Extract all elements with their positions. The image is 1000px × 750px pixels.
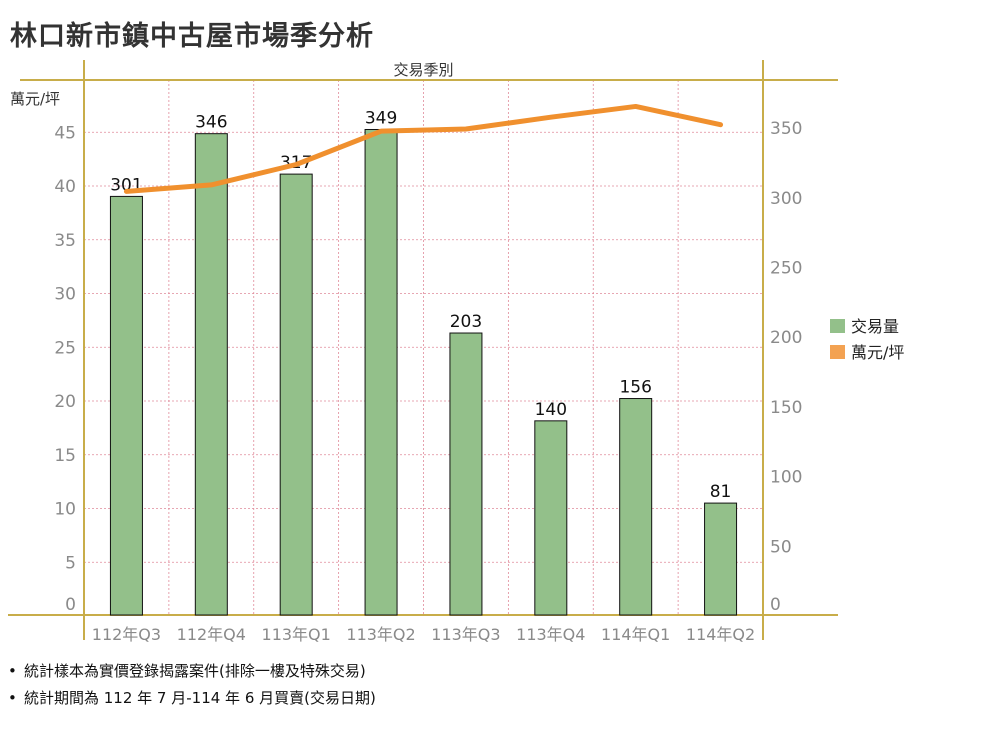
note-text: 統計樣本為實價登錄揭露案件(排除一樓及特殊交易) <box>24 662 366 680</box>
right-tick-label: 150 <box>770 398 802 418</box>
bar-data-label: 346 <box>195 113 227 133</box>
x-axis-title: 交易季別 <box>393 61 453 79</box>
bar-data-label: 203 <box>450 312 482 332</box>
right-tick-label: 50 <box>770 537 792 557</box>
left-tick-label: 15 <box>54 446 76 466</box>
bar <box>619 398 653 616</box>
left-axis-title: 萬元/坪 <box>10 90 60 108</box>
left-tick-label: 0 <box>65 595 76 615</box>
bar-data-label: 349 <box>365 108 397 128</box>
right-tick-label: 100 <box>770 468 802 488</box>
x-tick-label: 113年Q3 <box>431 625 500 644</box>
legend-swatch <box>830 345 845 359</box>
x-tick-label: 114年Q1 <box>601 625 670 644</box>
bar <box>109 195 143 616</box>
x-tick-label: 112年Q3 <box>92 625 161 644</box>
right-tick-label: 0 <box>770 595 781 615</box>
left-tick-label: 20 <box>54 392 76 412</box>
bar <box>449 332 483 616</box>
left-tick-label: 10 <box>54 500 76 520</box>
bar <box>534 420 568 616</box>
bar-data-label: 156 <box>619 378 651 398</box>
x-tick-label: 113年Q4 <box>516 625 585 644</box>
left-tick-label: 35 <box>54 231 76 251</box>
note-item: • 統計期間為 112 年 7 月-114 年 6 月買賣(交易日期) <box>8 689 376 707</box>
bar <box>279 173 313 616</box>
bar-data-label: 140 <box>535 400 567 420</box>
note-item: • 統計樣本為實價登錄揭露案件(排除一樓及特殊交易) <box>8 662 366 680</box>
notes: • 統計樣本為實價登錄揭露案件(排除一樓及特殊交易) • 統計期間為 112 年 7… <box>8 660 376 714</box>
page-title: 林口新市鎮中古屋市場季分析 <box>10 21 374 52</box>
bar-data-label: 81 <box>710 482 732 502</box>
left-tick-label: 25 <box>54 338 76 358</box>
left-tick-label: 30 <box>54 285 76 305</box>
left-tick-label: 5 <box>65 553 76 573</box>
legend-label: 萬元/坪 <box>851 343 904 362</box>
legend-swatch <box>830 319 845 333</box>
left-tick-label: 40 <box>54 177 76 197</box>
right-tick-label: 300 <box>770 189 802 209</box>
right-tick-label: 200 <box>770 328 802 348</box>
right-tick-label: 250 <box>770 259 802 279</box>
note-text: 統計期間為 112 年 7 月-114 年 6 月買賣(交易日期) <box>24 689 376 707</box>
x-tick-label: 113年Q2 <box>346 625 415 644</box>
x-tick-label: 112年Q4 <box>177 625 246 644</box>
left-tick-label: 45 <box>54 123 76 143</box>
legend-label: 交易量 <box>851 317 899 336</box>
x-tick-label: 114年Q2 <box>686 625 755 644</box>
bar <box>194 133 228 616</box>
price-line <box>123 103 724 194</box>
bar <box>364 128 398 616</box>
right-tick-label: 350 <box>770 119 802 139</box>
bar <box>704 502 738 616</box>
x-tick-label: 113年Q1 <box>262 625 331 644</box>
